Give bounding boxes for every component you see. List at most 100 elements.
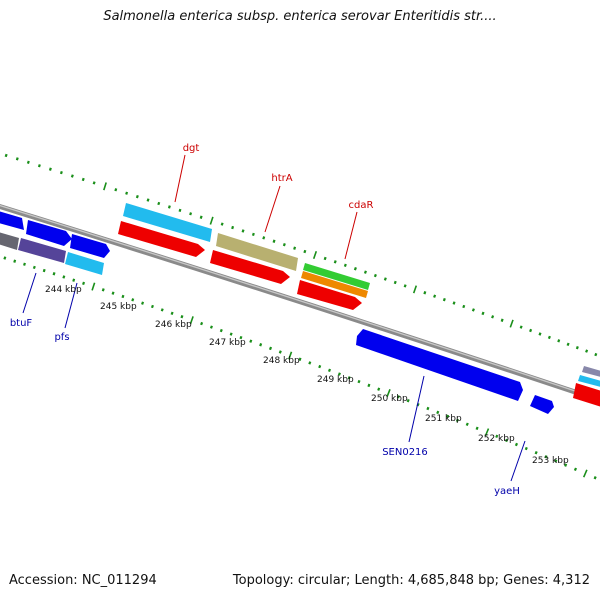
outer-tick — [500, 318, 504, 322]
inner-tick — [544, 455, 548, 459]
inner-tick — [377, 387, 381, 391]
genome-backbone — [0, 203, 600, 403]
outer-tick — [529, 328, 533, 333]
outer-tick — [373, 273, 377, 278]
gene-feature-red-right[interactable] — [573, 383, 600, 408]
inner-tick — [554, 459, 558, 463]
gene-feature-cdaR-green[interactable] — [303, 263, 370, 290]
inner-tick — [101, 288, 105, 292]
gene-feature-left-blue-2[interactable] — [26, 220, 72, 246]
outer-tick — [333, 260, 337, 264]
inner-tick-track — [3, 256, 597, 480]
gene-feature-red-3[interactable] — [297, 280, 362, 310]
gene-feature-left-blue-1[interactable] — [0, 210, 24, 230]
outer-tick — [452, 301, 456, 305]
gene-feature-pfs-cyan[interactable] — [65, 252, 104, 275]
outer-tick — [241, 229, 245, 233]
inner-tick — [436, 410, 440, 415]
inner-tick — [495, 434, 499, 439]
gene-feature-right-stack-gray[interactable] — [582, 366, 600, 378]
inner-tick — [72, 278, 76, 282]
scale-label-252: 252 kbp — [478, 434, 515, 444]
outer-tick — [462, 304, 466, 309]
inner-tick — [573, 467, 578, 472]
gene-feature-cdaR-orange[interactable] — [301, 271, 368, 298]
outer-tick — [26, 160, 30, 164]
inner-tick — [406, 399, 410, 403]
outer-tick — [566, 342, 570, 346]
outer-tick — [146, 198, 150, 202]
scale-label-253: 253 kbp — [532, 456, 569, 466]
inner-tick — [484, 428, 490, 437]
outer-tick — [481, 311, 485, 316]
inner-tick — [318, 364, 322, 369]
cdaR-callout-line — [344, 211, 358, 260]
inner-tick — [23, 262, 26, 266]
outer-tick — [343, 263, 347, 267]
gene-feature-left-gray[interactable] — [0, 231, 19, 250]
inner-tick — [209, 325, 213, 329]
inner-tick — [170, 311, 174, 315]
inner-tick — [32, 265, 36, 270]
sen0216-label[interactable]: SEN0216 — [382, 447, 428, 458]
outer-tick — [423, 291, 427, 295]
outer-tick — [70, 174, 74, 178]
btuF-label[interactable]: btuF — [10, 318, 33, 329]
inner-tick — [229, 332, 233, 336]
outer-tick — [594, 352, 598, 357]
genome-backbone-highlight — [0, 204, 600, 401]
dgt-label[interactable]: dgt — [183, 143, 200, 154]
inner-tick — [259, 343, 263, 347]
outer-tick — [157, 201, 161, 206]
accession-text: Accession: NC_011294 — [9, 573, 157, 588]
dgt-callout-line — [174, 154, 186, 203]
gene-feature-sen0216[interactable] — [356, 329, 523, 401]
outer-tick — [519, 325, 523, 329]
gene-feature-right-stack-cyan[interactable] — [578, 375, 600, 388]
outer-tick — [293, 246, 297, 250]
scale-label-251: 251 kbp — [425, 414, 462, 424]
inner-tick — [524, 446, 528, 451]
outer-tick — [251, 232, 255, 237]
gene-feature-left-blue-3[interactable] — [70, 234, 110, 258]
outer-tick — [412, 285, 418, 294]
inner-tick — [367, 383, 371, 388]
sen0216-callout-line — [408, 375, 425, 443]
pfs-label[interactable]: pfs — [54, 332, 69, 343]
inner-tick — [189, 316, 194, 325]
outer-tick — [323, 256, 327, 261]
inner-tick — [534, 450, 538, 455]
outer-tick — [167, 205, 171, 209]
outer-tick — [585, 349, 589, 353]
scale-label-245: 245 kbp — [100, 302, 137, 312]
outer-tick — [189, 212, 193, 216]
outer-tick — [4, 153, 8, 158]
outer-tick — [92, 181, 96, 185]
inner-tick — [268, 346, 273, 351]
htrA-callout-line — [264, 185, 281, 233]
inner-tick — [62, 275, 66, 279]
inner-tick — [386, 389, 391, 397]
yaeH-label[interactable]: yaeH — [494, 486, 520, 497]
outer-tick — [353, 267, 357, 271]
inner-tick — [150, 304, 154, 309]
inner-tick — [327, 368, 332, 372]
inner-tick — [582, 469, 588, 478]
gene-feature-red-2[interactable] — [210, 250, 290, 284]
gene-feature-dgt[interactable] — [123, 203, 212, 242]
cdaR-label[interactable]: cdaR — [349, 200, 374, 211]
inner-tick — [42, 268, 46, 273]
inner-tick — [91, 282, 96, 291]
gene-feature-htrA[interactable] — [216, 233, 298, 271]
btuF-callout-line — [22, 272, 37, 314]
inner-tick — [249, 339, 253, 343]
gene-feature-red-1[interactable] — [118, 221, 205, 257]
outer-tick — [37, 164, 41, 168]
gene-feature-pfs-purple[interactable] — [18, 238, 66, 263]
outer-tick — [178, 208, 182, 213]
gene-feature-yaeH[interactable] — [530, 395, 554, 414]
inner-tick — [593, 476, 597, 480]
htrA-label[interactable]: htrA — [271, 173, 292, 184]
genome-summary-text: Topology: circular; Length: 4,685,848 bp… — [232, 573, 590, 588]
